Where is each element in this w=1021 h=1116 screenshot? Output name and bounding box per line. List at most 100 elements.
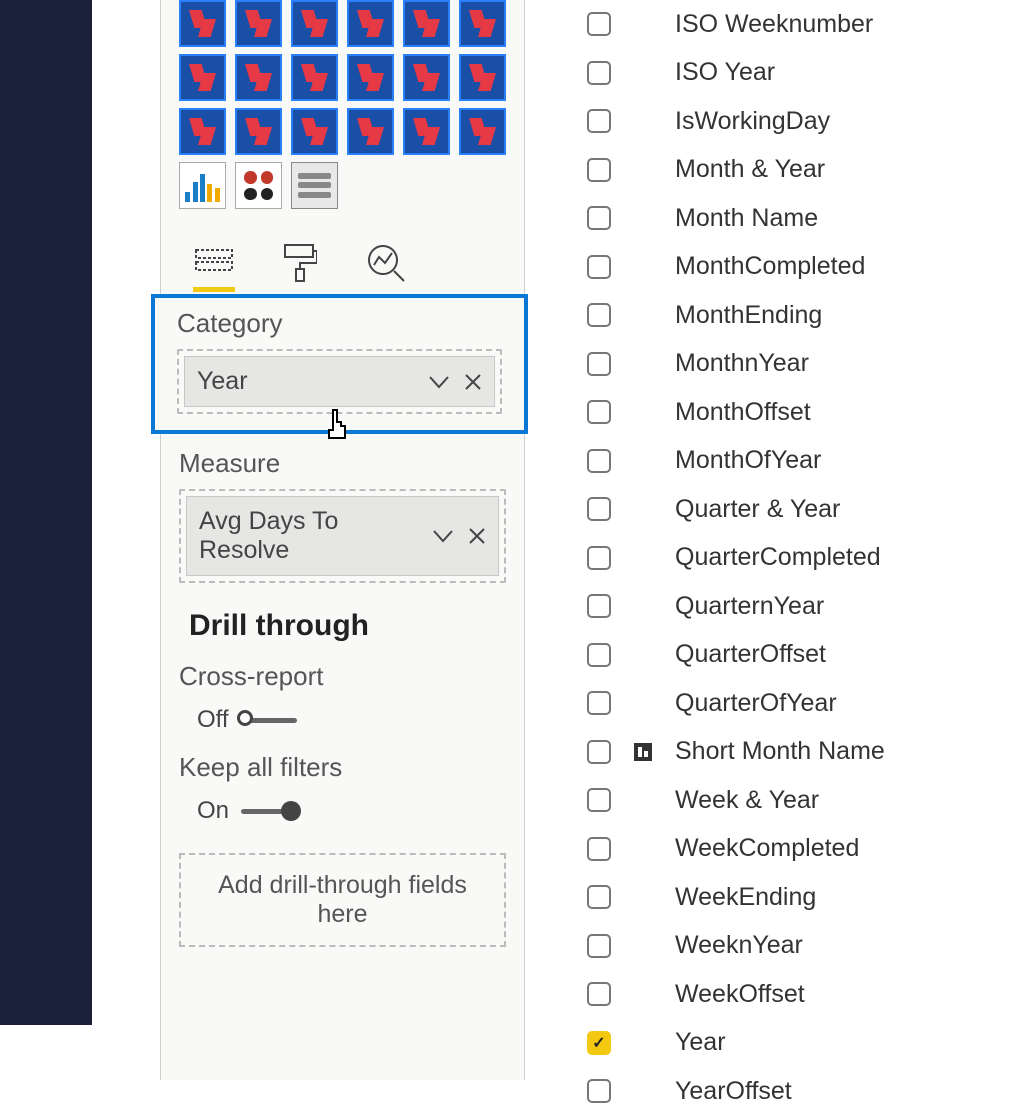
field-item[interactable]: WeekOffset xyxy=(587,970,1021,1019)
field-name-label: Month & Year xyxy=(675,155,825,184)
field-item[interactable]: QuarternYear xyxy=(587,582,1021,631)
custom-visual-tile[interactable] xyxy=(459,108,506,155)
category-field-name: Year xyxy=(197,367,248,396)
field-name-label: QuarterOffset xyxy=(675,640,826,669)
custom-visual-tile[interactable] xyxy=(347,0,394,47)
custom-visual-tile[interactable] xyxy=(403,108,450,155)
custom-visual-tile[interactable] xyxy=(347,108,394,155)
cross-report-toggle[interactable]: Off xyxy=(179,706,506,734)
close-icon[interactable] xyxy=(464,373,482,391)
field-name-label: QuarterCompleted xyxy=(675,543,881,572)
chevron-down-icon[interactable] xyxy=(432,529,454,543)
field-item[interactable]: MonthnYear xyxy=(587,340,1021,389)
custom-visual-tile[interactable] xyxy=(235,54,282,101)
field-checkbox[interactable] xyxy=(587,546,611,570)
field-checkbox[interactable] xyxy=(587,643,611,667)
field-checkbox[interactable] xyxy=(587,691,611,715)
field-checkbox[interactable] xyxy=(587,255,611,279)
field-item[interactable]: Short Month Name xyxy=(587,728,1021,777)
custom-visual-tile[interactable] xyxy=(403,54,450,101)
custom-visual-tile[interactable] xyxy=(403,0,450,47)
custom-visual-tile[interactable] xyxy=(459,54,506,101)
field-item[interactable]: MonthOffset xyxy=(587,388,1021,437)
custom-visual-tile[interactable] xyxy=(347,54,394,101)
custom-visual-tile[interactable] xyxy=(291,0,338,47)
visual-tile-list[interactable] xyxy=(291,162,338,209)
field-checkbox[interactable] xyxy=(587,1031,611,1055)
field-checkbox[interactable] xyxy=(587,788,611,812)
custom-visual-tile[interactable] xyxy=(179,108,226,155)
close-icon[interactable] xyxy=(468,527,486,545)
chevron-down-icon[interactable] xyxy=(428,375,450,389)
category-field-pill[interactable]: Year xyxy=(184,356,495,407)
field-checkbox[interactable] xyxy=(587,497,611,521)
field-checkbox[interactable] xyxy=(587,837,611,861)
keep-filters-toggle[interactable]: On xyxy=(179,797,506,825)
field-name-label: Year xyxy=(675,1028,726,1057)
field-item[interactable]: WeekEnding xyxy=(587,873,1021,922)
fields-tab[interactable] xyxy=(191,240,237,286)
field-item[interactable]: WeeknYear xyxy=(587,922,1021,971)
field-checkbox[interactable] xyxy=(587,982,611,1006)
field-name-label: Quarter & Year xyxy=(675,495,840,524)
canvas-gutter xyxy=(92,0,160,1080)
custom-visual-tile[interactable] xyxy=(291,54,338,101)
custom-visual-tile[interactable] xyxy=(291,108,338,155)
field-checkbox[interactable] xyxy=(587,449,611,473)
measure-field-pill[interactable]: Avg Days To Resolve xyxy=(186,496,499,576)
field-item[interactable]: QuarterOfYear xyxy=(587,679,1021,728)
field-item[interactable]: Quarter & Year xyxy=(587,485,1021,534)
custom-visual-tile[interactable] xyxy=(179,0,226,47)
keep-filters-state: On xyxy=(197,797,229,825)
field-item[interactable]: Week & Year xyxy=(587,776,1021,825)
field-checkbox[interactable] xyxy=(587,206,611,230)
custom-visual-tile[interactable] xyxy=(235,0,282,47)
fields-list: ISO WeeknumberISO YearIsWorkingDay Month … xyxy=(525,0,1021,1080)
cross-report-state: Off xyxy=(197,706,229,734)
field-name-label: MonthEnding xyxy=(675,301,822,330)
format-tab[interactable] xyxy=(277,240,323,286)
field-item[interactable]: ISO Year xyxy=(587,49,1021,98)
field-checkbox[interactable] xyxy=(587,109,611,133)
field-checkbox[interactable] xyxy=(587,1079,611,1103)
fields-tab-icon xyxy=(194,246,234,280)
field-item[interactable]: QuarterOffset xyxy=(587,631,1021,680)
field-checkbox[interactable] xyxy=(587,400,611,424)
field-checkbox[interactable] xyxy=(587,594,611,618)
field-checkbox[interactable] xyxy=(587,61,611,85)
field-item[interactable]: Month & Year xyxy=(587,146,1021,195)
field-name-label: Month Name xyxy=(675,204,818,233)
field-item[interactable]: Month Name xyxy=(587,194,1021,243)
field-item[interactable]: WeekCompleted xyxy=(587,825,1021,874)
visual-tile-dots[interactable] xyxy=(235,162,282,209)
field-checkbox[interactable] xyxy=(587,303,611,327)
custom-visual-tile[interactable] xyxy=(235,108,282,155)
field-item[interactable]: MonthEnding xyxy=(587,291,1021,340)
field-item[interactable]: YearOffset xyxy=(587,1067,1021,1116)
field-item[interactable]: MonthCompleted xyxy=(587,243,1021,292)
field-checkbox[interactable] xyxy=(587,352,611,376)
custom-visual-tile[interactable] xyxy=(459,0,506,47)
field-item[interactable]: ISO Weeknumber xyxy=(587,0,1021,49)
drill-through-drop-well[interactable]: Add drill-through fields here xyxy=(179,853,506,947)
category-field-well[interactable]: Year xyxy=(177,349,502,414)
field-checkbox[interactable] xyxy=(587,12,611,36)
field-name-label: Week & Year xyxy=(675,786,819,815)
field-item[interactable]: MonthOfYear xyxy=(587,437,1021,486)
field-checkbox[interactable] xyxy=(587,934,611,958)
visual-tile-bars[interactable] xyxy=(179,162,226,209)
field-item[interactable]: IsWorkingDay xyxy=(587,97,1021,146)
paint-roller-icon xyxy=(283,243,317,283)
field-item[interactable]: Year xyxy=(587,1019,1021,1068)
category-well-highlight: Category Year xyxy=(151,294,528,434)
pane-tabs xyxy=(161,230,524,286)
measure-field-well[interactable]: Avg Days To Resolve xyxy=(179,489,506,583)
custom-visual-tile[interactable] xyxy=(179,54,226,101)
field-item[interactable]: QuarterCompleted xyxy=(587,534,1021,583)
field-name-label: WeeknYear xyxy=(675,931,803,960)
field-checkbox[interactable] xyxy=(587,885,611,909)
field-checkbox[interactable] xyxy=(587,740,611,764)
analytics-tab[interactable] xyxy=(363,240,409,286)
field-checkbox[interactable] xyxy=(587,158,611,182)
analytics-magnifier-icon xyxy=(366,243,406,283)
